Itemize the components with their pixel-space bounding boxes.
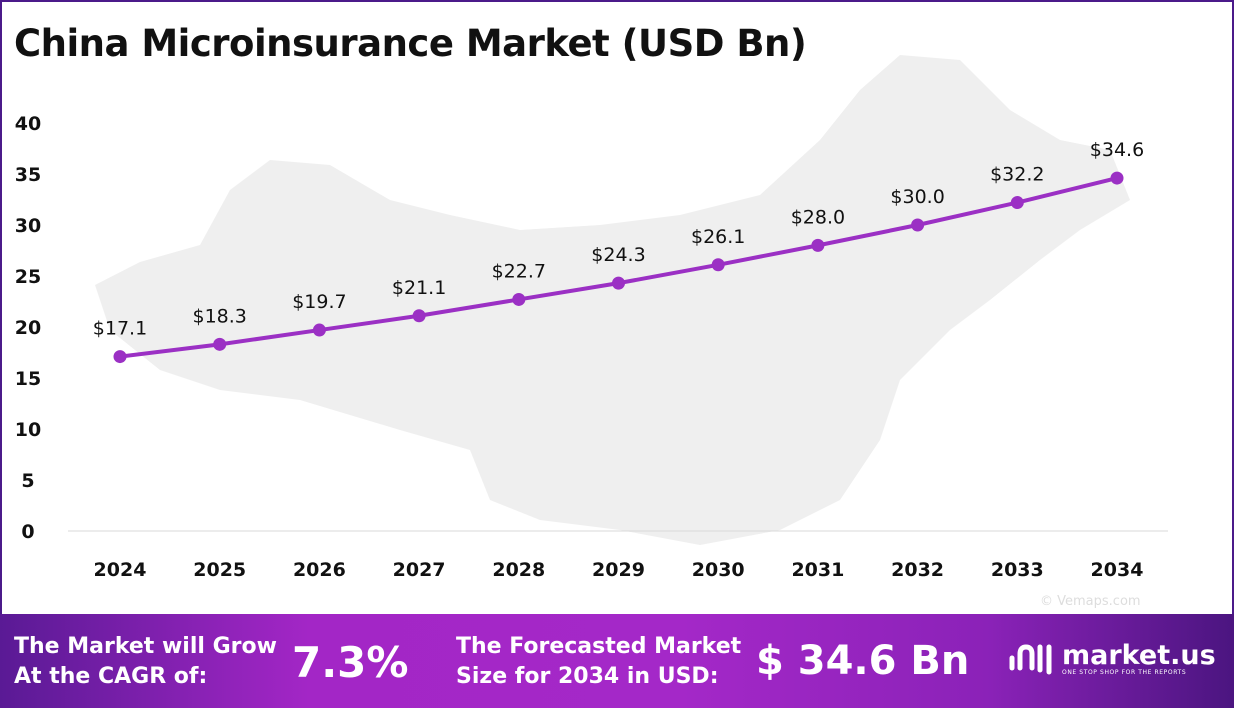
china-map-background	[95, 55, 1130, 545]
cagr-value: 7.3%	[292, 638, 409, 687]
data-label: $26.1	[691, 226, 745, 248]
x-tick-label: 2034	[1091, 559, 1144, 581]
data-point	[512, 292, 526, 306]
data-label: $34.6	[1090, 139, 1144, 161]
forecast-label-line1: The Forecasted Market	[456, 634, 742, 659]
data-point	[312, 323, 326, 337]
data-point	[711, 258, 725, 272]
data-point	[113, 350, 127, 364]
y-tick-label: 25	[15, 266, 41, 288]
map-watermark: © Vemaps.com	[1040, 594, 1141, 609]
data-label: $32.2	[990, 164, 1044, 186]
x-tick-label: 2025	[193, 559, 246, 581]
data-point	[612, 276, 625, 290]
y-tick-label: 10	[15, 419, 41, 441]
forecast-label: The Forecasted Market Size for 2034 in U…	[456, 632, 741, 692]
x-tick-label: 2024	[94, 559, 147, 581]
data-point	[911, 218, 925, 232]
y-tick-label: 5	[21, 470, 34, 492]
forecast-value: $ 34.6 Bn	[756, 638, 970, 684]
cagr-label-line1: The Market will Grow	[14, 634, 277, 659]
data-label: $24.3	[591, 244, 645, 266]
x-tick-label: 2028	[492, 559, 545, 581]
y-tick-label: 35	[15, 164, 41, 186]
y-tick-label: 20	[15, 317, 41, 339]
chart-title: China Microinsurance Market (USD Bn)	[14, 22, 807, 65]
data-label: $30.0	[890, 186, 944, 208]
x-tick-label: 2031	[791, 559, 844, 581]
x-tick-label: 2029	[592, 559, 645, 581]
data-label: $28.0	[791, 206, 845, 228]
market-us-logo-icon	[1009, 644, 1052, 675]
x-tick-label: 2032	[891, 559, 944, 581]
x-tick-label: 2026	[293, 559, 346, 581]
data-point	[811, 238, 825, 252]
y-tick-label: 40	[15, 113, 41, 135]
data-point	[213, 337, 227, 351]
data-label: $22.7	[492, 260, 546, 282]
data-point	[1010, 196, 1024, 210]
data-point	[412, 309, 426, 323]
data-label: $21.1	[392, 277, 446, 299]
forecast-label-line2: Size for 2034 in USD:	[456, 664, 719, 689]
brand-tagline: ONE STOP SHOP FOR THE REPORTS	[1062, 668, 1187, 676]
y-tick-label: 0	[21, 521, 34, 543]
data-label: $17.1	[93, 318, 147, 340]
x-tick-label: 2033	[991, 559, 1044, 581]
y-tick-label: 15	[15, 368, 41, 390]
footer-banner: The Market will Grow At the CAGR of: 7.3…	[0, 614, 1234, 708]
x-tick-label: 2027	[393, 559, 446, 581]
x-tick-label: 2030	[692, 559, 745, 581]
y-tick-label: 30	[15, 215, 41, 237]
brand-logo: market.us ONE STOP SHOP FOR THE REPORTS	[1008, 642, 1216, 676]
data-point	[1110, 171, 1124, 185]
data-label: $18.3	[192, 305, 246, 327]
cagr-label: The Market will Grow At the CAGR of:	[14, 632, 277, 692]
brand-name: market.us	[1062, 639, 1216, 671]
data-label: $19.7	[292, 291, 346, 313]
cagr-label-line2: At the CAGR of:	[14, 664, 208, 689]
